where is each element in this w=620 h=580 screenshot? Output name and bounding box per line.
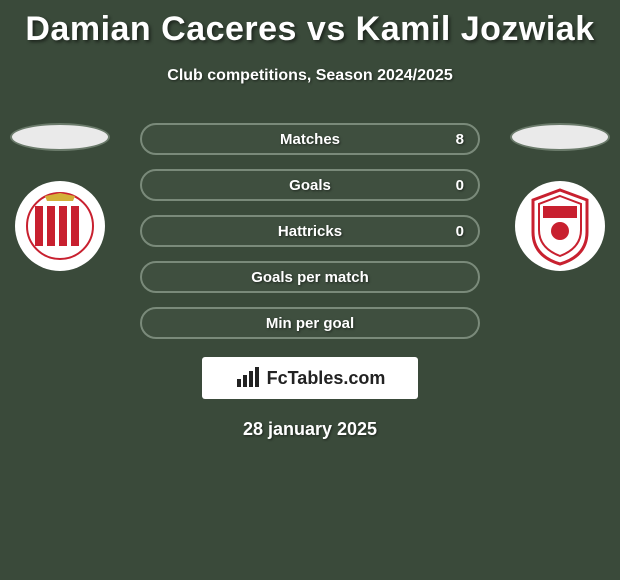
stat-label: Min per goal — [266, 315, 354, 332]
page-title: Damian Caceres vs Kamil Jozwiak — [0, 0, 620, 49]
crest-left-icon — [25, 191, 95, 261]
crest-right-icon — [525, 186, 595, 266]
brand-badge: FcTables.com — [202, 357, 418, 399]
stat-right-value: 0 — [456, 223, 464, 240]
granada-crest — [515, 181, 605, 271]
left-player-column — [0, 123, 120, 271]
stat-label: Matches — [280, 131, 340, 148]
chart-icon — [235, 367, 261, 389]
right-player-column — [500, 123, 620, 271]
stat-row-goals-per-match: Goals per match — [140, 261, 480, 293]
right-value-ellipse — [510, 123, 610, 151]
stat-row-goals: Goals 0 — [140, 169, 480, 201]
subtitle: Club competitions, Season 2024/2025 — [0, 67, 620, 85]
stat-right-value: 0 — [456, 177, 464, 194]
stat-label: Goals per match — [251, 269, 369, 286]
stats-list: Matches 8 Goals 0 Hattricks 0 Goals per … — [140, 123, 480, 339]
left-value-ellipse — [10, 123, 110, 151]
snapshot-date: 28 january 2025 — [0, 419, 620, 440]
stat-right-value: 8 — [456, 131, 464, 148]
stat-row-hattricks: Hattricks 0 — [140, 215, 480, 247]
stat-row-matches: Matches 8 — [140, 123, 480, 155]
sporting-gijon-crest — [15, 181, 105, 271]
stat-label: Goals — [289, 177, 331, 194]
stat-label: Hattricks — [278, 223, 342, 240]
stat-row-min-per-goal: Min per goal — [140, 307, 480, 339]
comparison-panel: Matches 8 Goals 0 Hattricks 0 Goals per … — [0, 123, 620, 339]
brand-text: FcTables.com — [267, 368, 386, 389]
